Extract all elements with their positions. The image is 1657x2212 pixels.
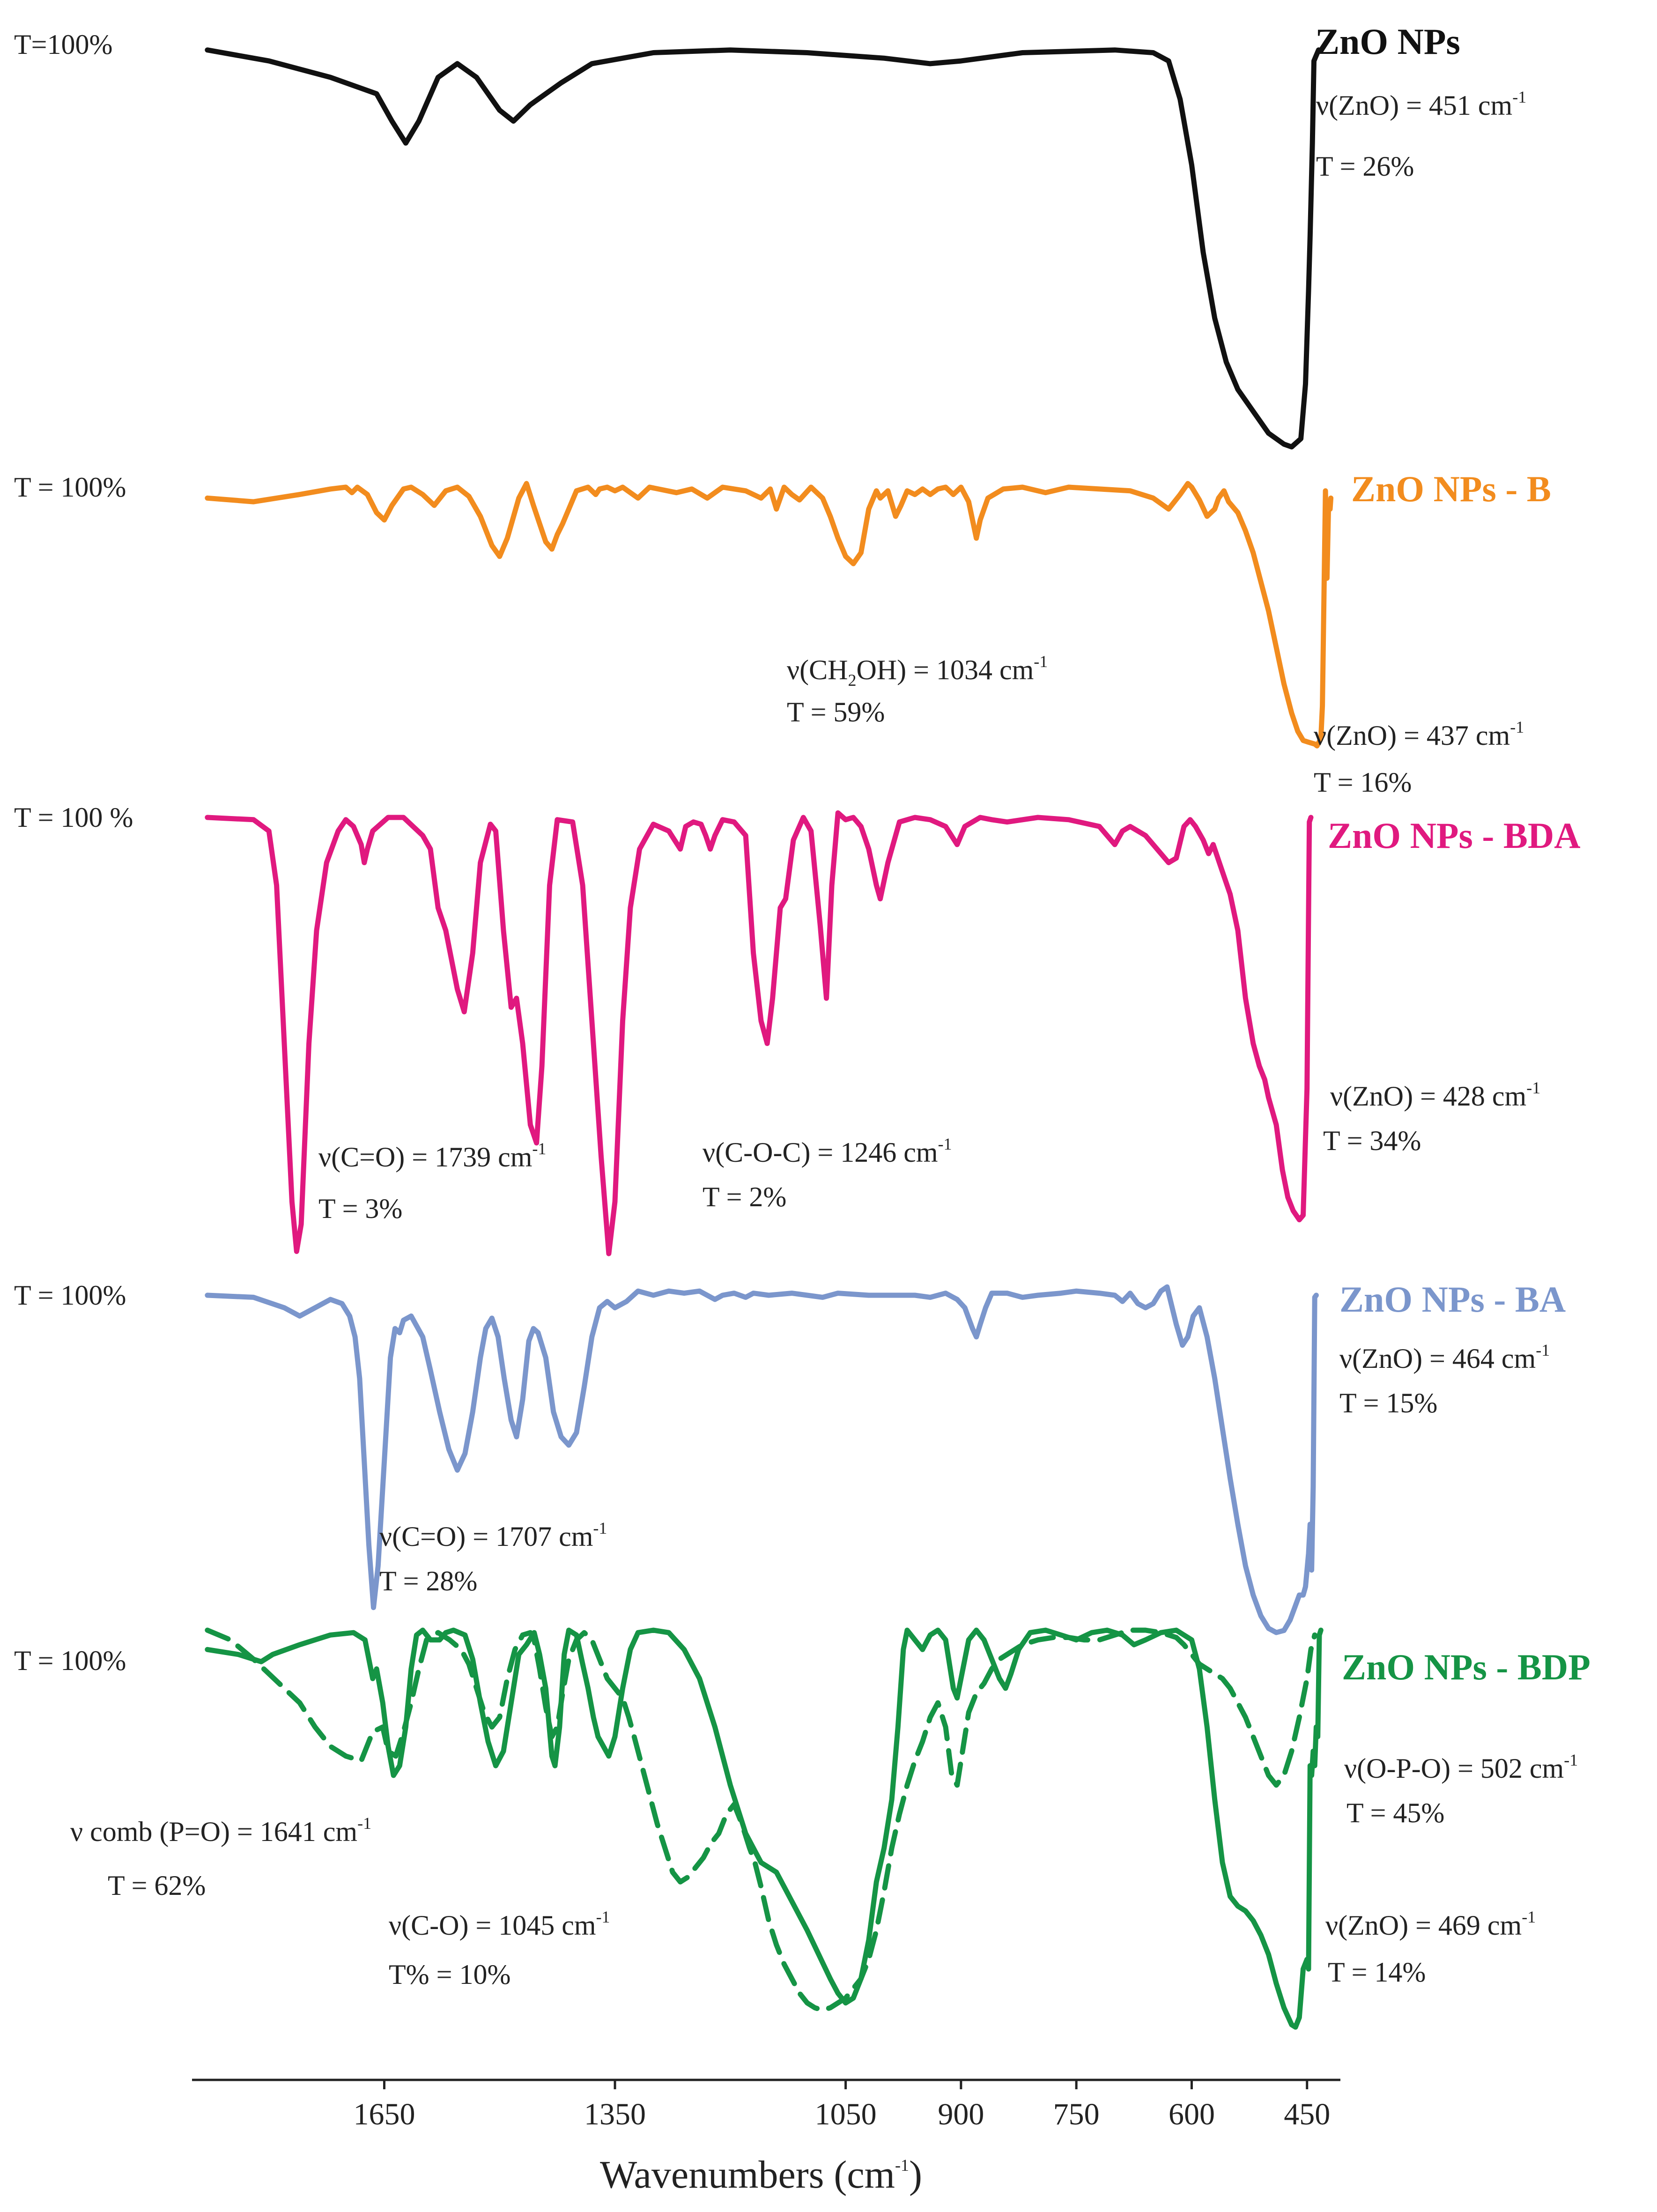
x-tick-label: 450 [1284,2097,1330,2131]
series-line-zno-nps-b-solid [205,481,1334,749]
ref-label-zno-nps-ba: T = 100% [14,1280,126,1311]
ref-label-zno-nps-bda: T = 100 % [14,802,133,833]
annotation-zno-nps-bdp-0: ν comb (P=O) = 1641 cm-1 [70,1814,371,1847]
panel-title-zno-nps-b: ZnO NPs - B [1351,468,1551,509]
annotation-zno-nps-b-0: ν(CH2OH) = 1034 cm-1 [787,652,1048,690]
x-axis: 1650 1350 1050 900 750 600 450 Wavenumbers (cm-… [192,2078,1340,2197]
panel-title-zno-nps-bdp: ZnO NPs - BDP [1342,1647,1590,1687]
annotation-zno-nps-bda-2: ν(C-O-C) = 1246 cm-1 [703,1135,952,1168]
annotation-zno-nps-bda-0: ν(C=O) = 1739 cm-1 [318,1139,546,1173]
x-tick-label: 1050 [815,2097,877,2131]
annotation-layer: ZnO NPs ν(ZnO) = 451 cm-1 T = 26% ZnO NPs -… [70,21,1590,1990]
annotation-zno-nps-bdp-3: T% = 10% [389,1959,510,1990]
annotation-zno-nps-0: ν(ZnO) = 451 cm-1 [1316,88,1526,121]
x-tick-label: 600 [1169,2097,1215,2131]
annotation-zno-nps-ba-3: T = 15% [1339,1388,1437,1418]
annotation-zno-nps-bda-5: T = 34% [1323,1125,1421,1156]
panel-title-zno-nps-ba: ZnO NPs - BA [1339,1279,1566,1320]
annotation-zno-nps-ba-1: T = 28% [379,1566,477,1596]
series-line-zno-nps-bdp-dashed [205,1627,1317,2013]
ref-label-zno-nps-b: T = 100% [14,472,126,503]
x-axis-label: Wavenumbers (cm-1) [600,2153,922,2197]
series-line-zno-nps-bda-solid [205,810,1314,1256]
annotation-zno-nps-bdp-1: T = 62% [108,1870,206,1901]
x-tick-label: 1350 [584,2097,646,2131]
series-line-zno-nps-bdp-solid [205,1627,1324,2030]
annotation-zno-nps-bda-3: T = 2% [703,1181,786,1212]
series-line-zno-nps-ba-solid [205,1284,1319,1635]
annotation-zno-nps-bda-4: ν(ZnO) = 428 cm-1 [1330,1078,1540,1112]
annotation-zno-nps-bda-1: T = 3% [318,1193,402,1224]
annotation-zno-nps-bdp-6: ν(ZnO) = 469 cm-1 [1325,1908,1536,1941]
x-tick-label: 750 [1053,2097,1100,2131]
ref-label-zno-nps: T=100% [14,29,112,60]
annotation-zno-nps-1: T = 26% [1316,151,1414,182]
annotation-zno-nps-ba-0: ν(C=O) = 1707 cm-1 [379,1519,607,1552]
x-tick-label: 900 [938,2097,984,2131]
annotation-zno-nps-ba-2: ν(ZnO) = 464 cm-1 [1339,1341,1550,1374]
annotation-zno-nps-bdp-4: ν(O-P-O) = 502 cm-1 [1344,1751,1578,1784]
annotation-zno-nps-b-1: T = 59% [787,697,885,727]
series-line-zno-nps-solid [205,47,1321,450]
ref-label-zno-nps-bdp: T = 100% [14,1645,126,1676]
spectra-layer: T=100% T = 100% T = 100 % T = 100% T = 100% [14,29,1334,2030]
x-tick-label: 1650 [353,2097,415,2131]
panel-title-zno-nps-bda: ZnO NPs - BDA [1328,815,1581,856]
panel-title-zno-nps: ZnO NPs [1315,21,1460,62]
annotation-zno-nps-bdp-2: ν(C-O) = 1045 cm-1 [389,1908,610,1941]
annotation-zno-nps-bdp-5: T = 45% [1346,1797,1444,1828]
annotation-zno-nps-bdp-7: T = 14% [1328,1957,1426,1988]
annotation-zno-nps-b-2: ν(ZnO) = 437 cm-1 [1314,718,1524,751]
annotation-zno-nps-b-3: T = 16% [1314,767,1412,798]
